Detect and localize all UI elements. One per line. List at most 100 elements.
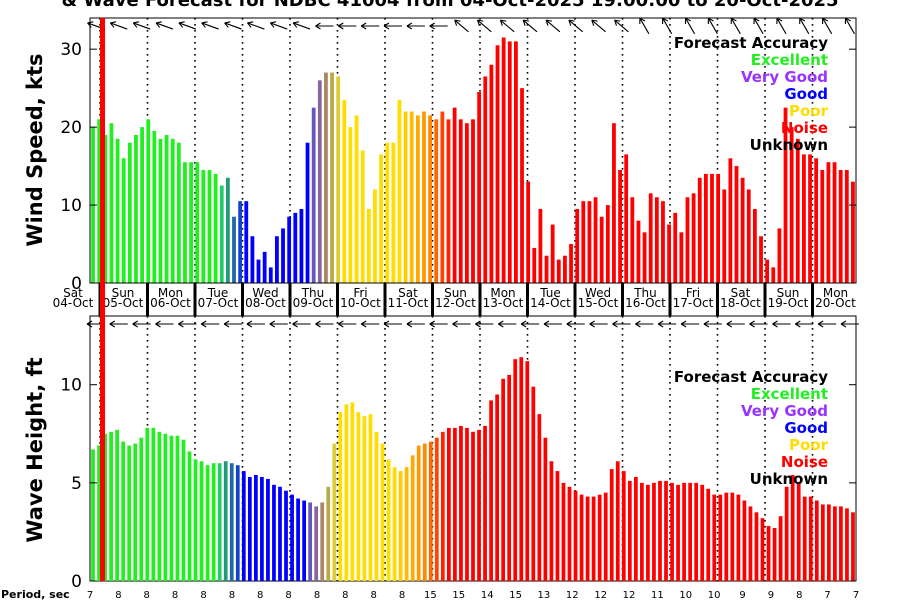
day-separator bbox=[193, 283, 197, 316]
wind-direction-arrow bbox=[799, 17, 810, 35]
wave-bar bbox=[814, 500, 819, 581]
day-name: Mon bbox=[490, 286, 515, 300]
wind-bar bbox=[244, 201, 249, 283]
wave-direction-arrow bbox=[155, 320, 174, 328]
wind-bar bbox=[532, 247, 537, 283]
day-separator bbox=[668, 283, 672, 316]
day-separator bbox=[478, 283, 482, 316]
wave-bar bbox=[199, 461, 204, 581]
period-value: 8 bbox=[796, 590, 802, 600]
wind-bar bbox=[752, 208, 757, 283]
wave-bar bbox=[784, 486, 789, 581]
day-name: Tue bbox=[207, 286, 229, 300]
wave-bar bbox=[772, 528, 777, 581]
wind-bar bbox=[238, 201, 243, 283]
wave-bar bbox=[471, 431, 475, 581]
wave-bar bbox=[235, 465, 240, 581]
wind-bar bbox=[514, 41, 518, 283]
wind-bar bbox=[225, 177, 230, 283]
wave-bar bbox=[519, 357, 524, 581]
day-name: Sat bbox=[63, 286, 83, 300]
wave-bar bbox=[229, 463, 234, 581]
wave-bar bbox=[730, 492, 735, 581]
wave-direction-arrow bbox=[315, 320, 334, 328]
wind-direction-arrow bbox=[201, 21, 219, 30]
wave-direction-arrow bbox=[429, 320, 448, 328]
wind-bar bbox=[428, 115, 432, 284]
wave-bar bbox=[833, 506, 837, 581]
period-value: 8 bbox=[115, 590, 121, 600]
wind-bar bbox=[495, 45, 500, 283]
wave-direction-arrow bbox=[109, 320, 128, 328]
day-date: 19-Oct bbox=[768, 296, 809, 310]
wave-bar bbox=[217, 463, 222, 581]
wind-bar bbox=[268, 267, 273, 283]
wind-direction-arrow bbox=[109, 21, 128, 30]
period-value: 8 bbox=[371, 590, 377, 600]
wave-bar bbox=[410, 455, 415, 581]
wave-bar bbox=[163, 433, 168, 581]
wave-bar bbox=[609, 469, 614, 581]
day-date: 13-Oct bbox=[483, 296, 524, 310]
wind-bar bbox=[832, 162, 837, 283]
wave-bar bbox=[308, 502, 313, 581]
wave-bar bbox=[459, 425, 463, 581]
day-label-strip: Sat04-OctSun05-OctMon06-OctTue07-OctWed0… bbox=[53, 282, 856, 317]
day-separator bbox=[431, 283, 434, 316]
wave-bar bbox=[121, 441, 126, 581]
period-value: 7 bbox=[824, 590, 830, 600]
wave-bar bbox=[447, 427, 451, 581]
wind-bar bbox=[293, 212, 298, 283]
wave-bar bbox=[712, 494, 717, 581]
wind-bar bbox=[685, 197, 690, 283]
wave-direction-arrow bbox=[795, 320, 814, 328]
wind-ytick-label: 0 bbox=[71, 274, 82, 294]
wind-bar bbox=[844, 169, 849, 283]
day-date: 18-Oct bbox=[720, 296, 761, 310]
wind-bar bbox=[642, 232, 647, 283]
wind-bar bbox=[360, 150, 365, 283]
wind-bar bbox=[232, 216, 236, 283]
wave-bar bbox=[109, 431, 113, 581]
wind-bar bbox=[189, 162, 194, 283]
wind-bar bbox=[452, 107, 457, 283]
wave-bar bbox=[597, 494, 602, 581]
wave-direction-arrow bbox=[817, 320, 837, 328]
wind-direction-arrow bbox=[269, 21, 288, 30]
wind-bar bbox=[605, 205, 610, 283]
wind-bar bbox=[109, 123, 114, 283]
wave-direction-arrow bbox=[498, 320, 517, 328]
wind-bar bbox=[544, 255, 549, 283]
wave-ytick-label: 5 bbox=[71, 474, 82, 494]
wind-direction-arrow bbox=[614, 19, 629, 33]
wave-bar bbox=[428, 441, 433, 581]
day-date: 09-Oct bbox=[293, 296, 334, 310]
period-value: 8 bbox=[314, 590, 320, 600]
wind-bar bbox=[630, 197, 635, 283]
wave-direction-arrow bbox=[612, 320, 631, 328]
wave-direction-arrow bbox=[360, 320, 380, 328]
period-value: 12 bbox=[623, 590, 636, 600]
wind-direction-arrow bbox=[499, 19, 515, 33]
day-name: Tue bbox=[539, 286, 561, 300]
wind-bar bbox=[777, 228, 782, 283]
wave-bar bbox=[404, 467, 409, 581]
wind-bar bbox=[679, 232, 684, 283]
wave-bar bbox=[338, 412, 343, 581]
wave-bar bbox=[778, 516, 783, 581]
wind-bar bbox=[330, 72, 334, 283]
wind-bar bbox=[195, 162, 200, 283]
wave-bar bbox=[205, 465, 210, 581]
wave-bar bbox=[247, 476, 252, 581]
wave-bar bbox=[211, 463, 216, 581]
wave-bar bbox=[615, 461, 620, 581]
wave-direction-arrow bbox=[589, 320, 608, 328]
legend-item-excellent: Excellent bbox=[751, 51, 828, 69]
day-date: 20-Oct bbox=[815, 296, 856, 310]
day-name: Sun bbox=[777, 286, 800, 300]
wave-bar bbox=[549, 461, 554, 581]
day-separator bbox=[526, 283, 529, 316]
wave-bar bbox=[736, 494, 741, 581]
day-name: Sat bbox=[398, 286, 418, 300]
wind-bar bbox=[710, 173, 714, 283]
